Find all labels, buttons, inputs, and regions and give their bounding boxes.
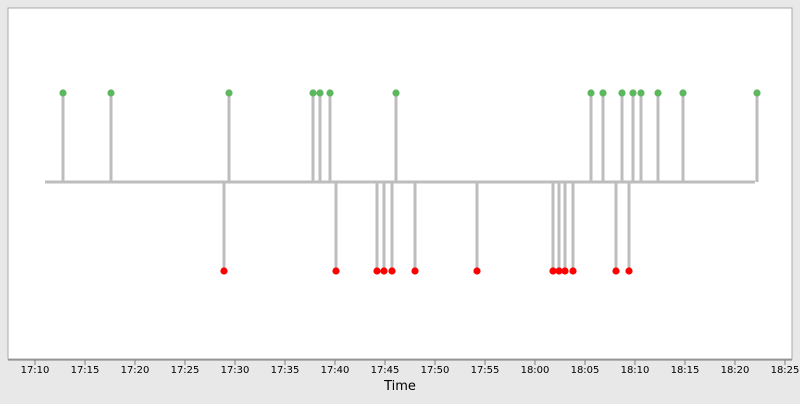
- event-point-up: [599, 89, 607, 97]
- event-point-up: [629, 89, 637, 97]
- event-point-up: [753, 89, 761, 97]
- x-tick-label: 17:50: [421, 365, 450, 376]
- x-tick-label: 18:05: [571, 365, 600, 376]
- x-axis-ticks: 17:10 17:15 17:20 17:25 17:30 17:35 17:40 17:45…: [21, 360, 800, 376]
- x-tick-label: 18:25: [771, 365, 800, 376]
- event-point-up: [59, 89, 67, 97]
- event-point-up: [326, 89, 334, 97]
- event-point-down: [569, 267, 577, 275]
- event-point-up: [587, 89, 595, 97]
- x-tick-label: 18:20: [721, 365, 750, 376]
- x-tick-label: 17:55: [471, 365, 500, 376]
- event-point-up: [654, 89, 662, 97]
- event-point-down: [388, 267, 396, 275]
- event-point-up: [392, 89, 400, 97]
- x-tick-label: 17:10: [21, 365, 50, 376]
- x-tick-label: 18:10: [621, 365, 650, 376]
- x-axis-label: Time: [383, 379, 416, 394]
- x-tick-label: 17:25: [171, 365, 200, 376]
- x-tick-label: 18:15: [671, 365, 700, 376]
- event-point-up: [316, 89, 324, 97]
- x-tick-label: 17:45: [371, 365, 400, 376]
- event-point-down: [561, 267, 569, 275]
- event-point-up: [107, 89, 115, 97]
- chart-marks: [45, 89, 761, 275]
- x-tick-label: 17:20: [121, 365, 150, 376]
- event-point-down: [220, 267, 228, 275]
- event-point-down: [332, 267, 340, 275]
- event-point-down: [473, 267, 481, 275]
- x-tick-label: 17:15: [71, 365, 100, 376]
- x-tick-label: 18:00: [521, 365, 550, 376]
- event-point-down: [555, 267, 563, 275]
- event-point-down: [373, 267, 381, 275]
- event-point-up: [225, 89, 233, 97]
- x-tick-label: 17:40: [321, 365, 350, 376]
- event-point-up: [309, 89, 317, 97]
- event-point-down: [612, 267, 620, 275]
- x-tick-label: 17:35: [271, 365, 300, 376]
- x-tick-label: 17:30: [221, 365, 250, 376]
- event-point-up: [618, 89, 626, 97]
- event-point-down: [380, 267, 388, 275]
- event-point-up: [679, 89, 687, 97]
- event-point-down: [411, 267, 419, 275]
- event-point-down: [625, 267, 633, 275]
- event-point-up: [637, 89, 645, 97]
- event-point-down: [549, 267, 557, 275]
